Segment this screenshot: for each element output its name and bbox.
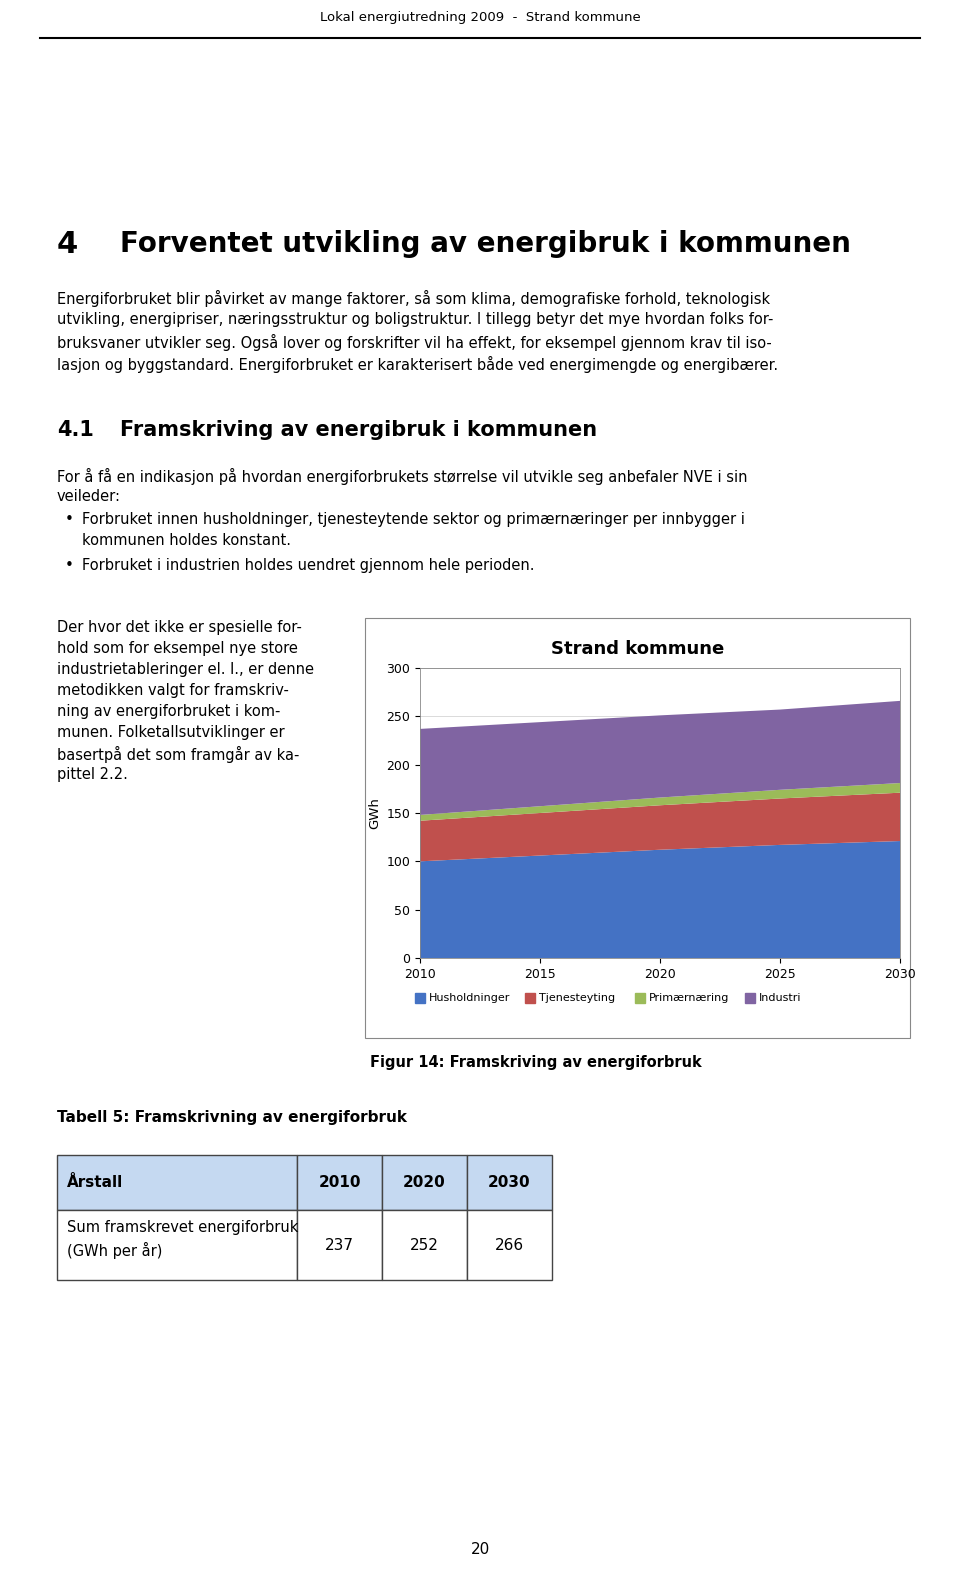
- Text: Energiforbruket blir påvirket av mange faktorer, så som klima, demografiske forh: Energiforbruket blir påvirket av mange f…: [57, 289, 770, 307]
- Text: •: •: [65, 511, 74, 527]
- Y-axis label: GWh: GWh: [368, 798, 381, 829]
- Text: Sum framskrevet energiforbruk: Sum framskrevet energiforbruk: [67, 1221, 299, 1235]
- Bar: [365, 618, 910, 1038]
- Bar: [297, 1155, 382, 1210]
- Text: (GWh per år): (GWh per år): [67, 1243, 162, 1258]
- Text: 266: 266: [495, 1238, 524, 1252]
- Text: basertpå det som framgår av ka-: basertpå det som framgår av ka-: [57, 746, 300, 763]
- Text: 252: 252: [410, 1238, 439, 1252]
- Text: pittel 2.2.: pittel 2.2.: [57, 768, 128, 782]
- Text: Årstall: Årstall: [67, 1175, 123, 1191]
- Text: Forbruket i industrien holdes uendret gjennom hele perioden.: Forbruket i industrien holdes uendret gj…: [82, 558, 535, 573]
- Text: 4.1: 4.1: [57, 420, 94, 440]
- Bar: [382, 1155, 467, 1210]
- Bar: [525, 993, 535, 1004]
- Text: ning av energiforbruket i kom-: ning av energiforbruket i kom-: [57, 705, 280, 719]
- Text: veileder:: veileder:: [57, 489, 121, 503]
- Bar: [382, 1210, 467, 1280]
- Text: 2010: 2010: [319, 1175, 361, 1191]
- Text: Der hvor det ikke er spesielle for-: Der hvor det ikke er spesielle for-: [57, 620, 301, 635]
- Text: lasjon og byggstandard. Energiforbruket er karakterisert både ved energimengde o: lasjon og byggstandard. Energiforbruket …: [57, 355, 779, 373]
- Text: Industri: Industri: [759, 993, 802, 1004]
- Text: hold som for eksempel nye store: hold som for eksempel nye store: [57, 642, 298, 656]
- Bar: [415, 993, 425, 1004]
- Text: kommunen holdes konstant.: kommunen holdes konstant.: [82, 533, 291, 547]
- Text: Figur 14: Framskriving av energiforbruk: Figur 14: Framskriving av energiforbruk: [370, 1055, 702, 1070]
- Bar: [467, 1155, 552, 1210]
- Text: metodikken valgt for framskriv-: metodikken valgt for framskriv-: [57, 683, 289, 698]
- Text: utvikling, energipriser, næringsstruktur og boligstruktur. I tillegg betyr det m: utvikling, energipriser, næringsstruktur…: [57, 311, 774, 327]
- Text: •: •: [65, 558, 74, 573]
- Bar: [635, 993, 645, 1004]
- Bar: [57, 1210, 297, 1280]
- Text: Forbruket innen husholdninger, tjenesteytende sektor og primærnæringer per innby: Forbruket innen husholdninger, tjenestey…: [82, 511, 745, 527]
- Text: Framskriving av energibruk i kommunen: Framskriving av energibruk i kommunen: [120, 420, 597, 440]
- Bar: [57, 1155, 297, 1210]
- Text: 20: 20: [470, 1543, 490, 1557]
- Bar: [745, 993, 755, 1004]
- Text: industrietableringer el. l., er denne: industrietableringer el. l., er denne: [57, 662, 314, 676]
- Bar: [297, 1210, 382, 1280]
- Text: bruksvaner utvikler seg. Også lover og forskrifter vil ha effekt, for eksempel g: bruksvaner utvikler seg. Også lover og f…: [57, 333, 772, 351]
- Text: Primærnæring: Primærnæring: [649, 993, 730, 1004]
- Text: For å få en indikasjon på hvordan energiforbrukets størrelse vil utvikle seg anb: For å få en indikasjon på hvordan energi…: [57, 469, 748, 484]
- Bar: [467, 1210, 552, 1280]
- Text: Tjenesteyting: Tjenesteyting: [539, 993, 615, 1004]
- Text: 4: 4: [57, 230, 79, 260]
- Text: Husholdninger: Husholdninger: [429, 993, 511, 1004]
- Text: Tabell 5: Framskrivning av energiforbruk: Tabell 5: Framskrivning av energiforbruk: [57, 1111, 407, 1125]
- Text: 237: 237: [325, 1238, 354, 1252]
- Text: Lokal energiutredning 2009  -  Strand kommune: Lokal energiutredning 2009 - Strand komm…: [320, 11, 640, 25]
- Text: 2020: 2020: [403, 1175, 445, 1191]
- Text: munen. Folketallsutviklinger er: munen. Folketallsutviklinger er: [57, 725, 284, 739]
- Text: Forventet utvikling av energibruk i kommunen: Forventet utvikling av energibruk i komm…: [120, 230, 851, 258]
- Text: 2030: 2030: [489, 1175, 531, 1191]
- Text: Strand kommune: Strand kommune: [551, 640, 724, 658]
